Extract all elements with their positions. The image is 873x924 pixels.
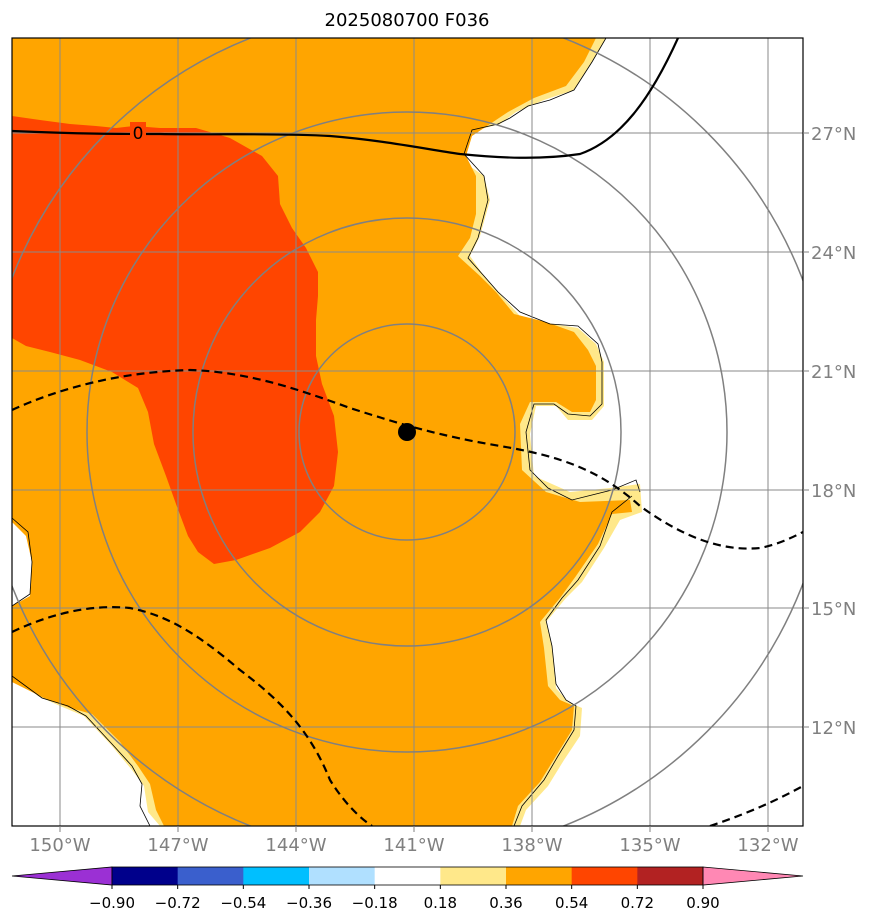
lat-tick-label: 24°N: [811, 243, 856, 264]
lat-labels: 27°N 24°N 21°N 18°N 15°N 12°N: [811, 124, 856, 739]
colorbar-extend-low: [11, 866, 113, 886]
lat-tick-label: 12°N: [811, 718, 856, 739]
colorbar-tick-label: −0.36: [286, 894, 332, 912]
colorbar-swatch: [243, 867, 310, 885]
lon-tick-label: 144°W: [265, 835, 326, 856]
lon-tick-label: 150°W: [29, 835, 90, 856]
axis-ticks: [59, 132, 809, 832]
lon-tick-label: 135°W: [619, 835, 680, 856]
lat-tick-label: 21°N: [811, 362, 856, 383]
lon-tick-label: 132°W: [737, 835, 798, 856]
colorbar-tick-label: 0.36: [489, 894, 522, 912]
colorbar-swatch: [112, 867, 179, 885]
contour-dashed-track: [12, 368, 803, 550]
colorbar-tick-label: −0.72: [155, 894, 201, 912]
colorbar-tick-label: 0.54: [555, 894, 588, 912]
colorbar-tick-label: 0.18: [424, 894, 457, 912]
graticule: [12, 38, 803, 826]
colorbar-tick-label: 0.90: [686, 894, 719, 912]
colorbar-swatch: [177, 867, 244, 885]
colorbar-tick-label: −0.90: [89, 894, 135, 912]
lon-tick-label: 147°W: [147, 835, 208, 856]
colorbar-tick-label: −0.54: [220, 894, 266, 912]
storm-center-marker: [398, 423, 416, 441]
map-area: 0: [12, 38, 803, 826]
contour-dashed-southwest: [12, 606, 373, 826]
lon-tick-label: 141°W: [383, 835, 444, 856]
contour-label: 0: [133, 124, 144, 144]
colorbar-swatch: [571, 867, 638, 885]
colorbar-tick-label: 0.72: [621, 894, 654, 912]
map-frame: [11, 37, 804, 827]
lon-tick-label: 138°W: [501, 835, 562, 856]
lat-tick-label: 15°N: [811, 599, 856, 620]
range-rings: [12, 38, 803, 826]
coastline-southwest: [12, 675, 151, 826]
coastline-west: [12, 517, 33, 607]
field-level-0.54: [12, 116, 338, 564]
colorbar-swatch: [374, 867, 441, 885]
chart-title: 2025080700 F036: [325, 10, 490, 31]
colorbar-outline: [111, 866, 704, 886]
colorbar-swatch: [440, 867, 507, 885]
colorbar-tick-label: −0.18: [352, 894, 398, 912]
coastline-south: [513, 495, 633, 826]
colorbar-extend-high: [702, 866, 804, 886]
lat-tick-label: 18°N: [811, 481, 856, 502]
coastline-east: [463, 38, 641, 501]
colorbar-swatch: [309, 867, 376, 885]
colorbar-swatch: [637, 867, 704, 885]
lon-labels: 150°W 147°W 144°W 141°W 138°W 135°W 132°…: [29, 835, 798, 856]
lat-tick-label: 27°N: [811, 124, 856, 145]
colorbar: −0.90 −0.72 −0.54 −0.36 −0.18 0.18 0.36 0.54 0.7…: [11, 866, 804, 912]
colorbar-swatch: [506, 867, 573, 885]
